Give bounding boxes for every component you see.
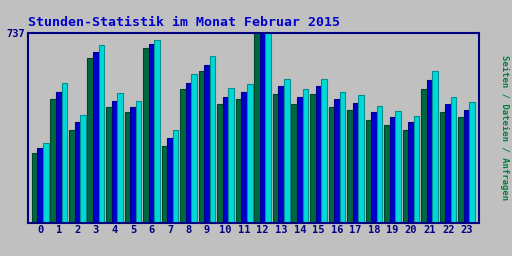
Text: Seiten / Dateien / Anfragen: Seiten / Dateien / Anfragen — [500, 56, 509, 200]
Bar — [451, 97, 457, 223]
Bar — [334, 99, 339, 223]
Bar — [228, 88, 234, 223]
Bar — [186, 83, 191, 223]
Bar — [106, 107, 112, 223]
Bar — [284, 79, 290, 223]
Bar — [445, 104, 451, 223]
Bar — [99, 45, 104, 223]
Bar — [32, 153, 37, 223]
Bar — [162, 146, 167, 223]
Bar — [124, 112, 130, 223]
Bar — [339, 92, 345, 223]
Text: Stunden-Statistik im Monat Februar 2015: Stunden-Statistik im Monat Februar 2015 — [28, 16, 340, 29]
Bar — [432, 71, 438, 223]
Bar — [279, 87, 284, 223]
Bar — [260, 33, 266, 223]
Bar — [358, 95, 364, 223]
Bar — [440, 112, 445, 223]
Bar — [204, 65, 210, 223]
Bar — [408, 122, 414, 223]
Bar — [69, 130, 75, 223]
Bar — [377, 106, 382, 223]
Bar — [395, 111, 401, 223]
Bar — [390, 117, 395, 223]
Bar — [427, 80, 432, 223]
Bar — [217, 104, 223, 223]
Bar — [297, 97, 303, 223]
Bar — [247, 84, 252, 223]
Bar — [75, 122, 80, 223]
Bar — [223, 97, 228, 223]
Bar — [136, 101, 141, 223]
Bar — [61, 83, 67, 223]
Bar — [241, 92, 247, 223]
Bar — [366, 120, 371, 223]
Bar — [303, 89, 308, 223]
Bar — [254, 33, 260, 223]
Bar — [37, 148, 43, 223]
Bar — [167, 138, 173, 223]
Bar — [403, 130, 408, 223]
Bar — [315, 87, 321, 223]
Bar — [347, 110, 353, 223]
Bar — [273, 94, 279, 223]
Bar — [266, 33, 271, 223]
Bar — [470, 102, 475, 223]
Bar — [56, 92, 61, 223]
Bar — [80, 115, 86, 223]
Bar — [130, 107, 136, 223]
Bar — [154, 40, 160, 223]
Bar — [464, 110, 470, 223]
Bar — [353, 103, 358, 223]
Bar — [421, 89, 427, 223]
Bar — [143, 48, 148, 223]
Bar — [43, 143, 49, 223]
Bar — [117, 93, 123, 223]
Bar — [310, 94, 315, 223]
Bar — [112, 101, 117, 223]
Bar — [173, 130, 178, 223]
Bar — [191, 74, 197, 223]
Bar — [458, 117, 464, 223]
Bar — [291, 104, 297, 223]
Bar — [88, 58, 93, 223]
Bar — [321, 79, 327, 223]
Bar — [93, 52, 99, 223]
Bar — [329, 107, 334, 223]
Bar — [148, 44, 154, 223]
Bar — [414, 116, 419, 223]
Bar — [180, 89, 186, 223]
Bar — [50, 99, 56, 223]
Bar — [384, 125, 390, 223]
Bar — [199, 71, 204, 223]
Bar — [210, 56, 216, 223]
Bar — [371, 112, 377, 223]
Bar — [236, 99, 241, 223]
